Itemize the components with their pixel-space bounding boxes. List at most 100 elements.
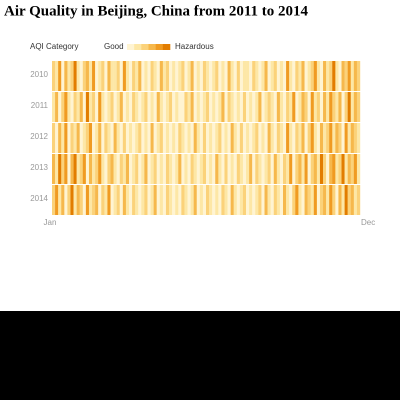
- cell: [55, 92, 59, 122]
- cell: [101, 185, 105, 215]
- cell: [323, 92, 327, 122]
- cell: [236, 123, 241, 153]
- cell: [181, 154, 185, 184]
- cell: [104, 61, 108, 91]
- cell: [233, 92, 237, 122]
- cell: [273, 61, 278, 91]
- cell: [150, 154, 154, 184]
- cell: [212, 154, 216, 184]
- cell: [135, 123, 139, 153]
- cell: [353, 92, 358, 122]
- cell: [162, 154, 167, 184]
- cell: [58, 154, 62, 184]
- cell: [101, 123, 105, 153]
- cell: [141, 154, 145, 184]
- cell: [67, 92, 71, 122]
- cell: [135, 154, 139, 184]
- cell: [153, 123, 157, 153]
- cell: [258, 123, 262, 153]
- cell: [135, 185, 139, 215]
- cell: [125, 185, 130, 215]
- cell: [61, 92, 65, 122]
- cell: [178, 123, 182, 153]
- cell: [304, 185, 308, 215]
- cell: [267, 92, 271, 122]
- cell: [159, 123, 164, 153]
- cell: [67, 123, 71, 153]
- cell: [61, 154, 65, 184]
- cell: [162, 123, 167, 153]
- cell: [101, 61, 105, 91]
- cell: [323, 61, 327, 91]
- cell: [344, 92, 348, 122]
- cell: [113, 92, 117, 122]
- cell: [329, 61, 333, 91]
- cell: [159, 61, 164, 91]
- cell: [172, 123, 176, 153]
- cell: [338, 123, 342, 153]
- cell: [169, 123, 173, 153]
- cell: [141, 61, 145, 91]
- cell: [110, 185, 114, 215]
- cell: [338, 154, 342, 184]
- cell: [141, 92, 145, 122]
- cell: [132, 123, 136, 153]
- cell: [76, 154, 80, 184]
- cell: [261, 61, 265, 91]
- cell: [187, 154, 191, 184]
- cell: [141, 123, 145, 153]
- cell: [221, 61, 225, 91]
- cell: [307, 61, 311, 91]
- cell: [283, 123, 287, 153]
- cell: [338, 185, 342, 215]
- cell: [212, 185, 216, 215]
- cell: [119, 61, 124, 91]
- cell: [193, 154, 197, 184]
- cell: [242, 154, 247, 184]
- cell: [95, 92, 99, 122]
- cell: [264, 185, 268, 215]
- cell: [215, 185, 219, 215]
- cell: [341, 154, 345, 184]
- cell: [236, 185, 241, 215]
- cell: [147, 92, 151, 122]
- cell: [310, 92, 314, 122]
- cell: [73, 123, 77, 153]
- cell: [292, 61, 296, 91]
- cell: [55, 61, 59, 91]
- cell: [276, 61, 281, 91]
- cell: [236, 92, 241, 122]
- cell: [178, 185, 182, 215]
- cell: [92, 61, 96, 91]
- cell: [58, 185, 62, 215]
- cell: [286, 92, 290, 122]
- cell: [252, 92, 256, 122]
- cell: [267, 123, 271, 153]
- cell: [316, 185, 321, 215]
- cell: [58, 123, 62, 153]
- cell: [82, 154, 87, 184]
- cell: [206, 154, 210, 184]
- cell: [230, 185, 234, 215]
- cell: [209, 92, 213, 122]
- cell: [289, 185, 293, 215]
- cell: [165, 123, 170, 153]
- cell: [310, 185, 314, 215]
- cell: [316, 61, 321, 91]
- cell: [190, 185, 194, 215]
- black-band: [0, 311, 400, 400]
- cell: [255, 185, 259, 215]
- cell: [150, 185, 154, 215]
- cell: [301, 123, 305, 153]
- cell: [202, 61, 207, 91]
- cell: [227, 61, 231, 91]
- cell: [270, 61, 274, 91]
- cell: [209, 123, 213, 153]
- cell: [199, 123, 204, 153]
- cell: [190, 123, 194, 153]
- cell: [199, 61, 204, 91]
- cell: [113, 185, 117, 215]
- cell: [258, 61, 262, 91]
- cell: [276, 154, 281, 184]
- cell: [206, 123, 210, 153]
